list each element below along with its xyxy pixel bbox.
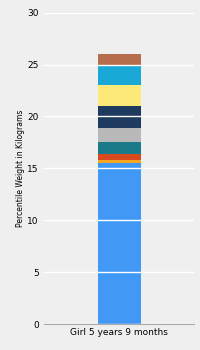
Bar <box>98 54 141 64</box>
Y-axis label: Percentile Weight in Kilograms: Percentile Weight in Kilograms <box>16 110 25 227</box>
Bar <box>98 142 141 154</box>
Bar <box>98 128 141 142</box>
Bar <box>98 154 141 160</box>
Bar <box>98 85 141 106</box>
Bar <box>98 163 141 324</box>
Bar <box>98 64 141 85</box>
Bar <box>98 160 141 163</box>
Bar <box>98 106 141 128</box>
